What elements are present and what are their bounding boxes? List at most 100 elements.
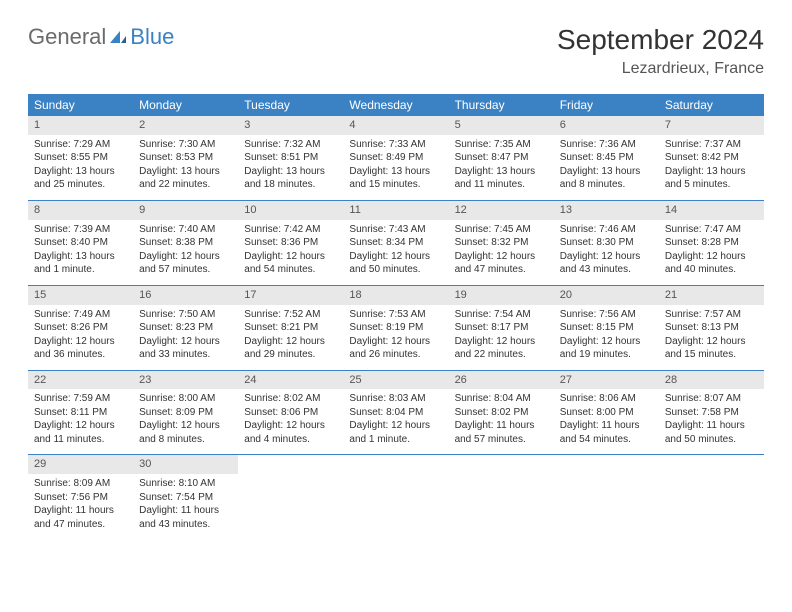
calendar-day-cell: 11Sunrise: 7:43 AMSunset: 8:34 PMDayligh… — [343, 200, 448, 285]
day-content: Sunrise: 8:06 AMSunset: 8:00 PMDaylight:… — [554, 389, 659, 454]
calendar-day-cell: .. — [449, 455, 554, 539]
sunset-text: Sunset: 8:06 PM — [244, 406, 337, 420]
day-number: 11 — [343, 201, 448, 220]
logo-text-general: General — [28, 24, 106, 50]
calendar-day-cell: 14Sunrise: 7:47 AMSunset: 8:28 PMDayligh… — [659, 200, 764, 285]
calendar-day-cell: 17Sunrise: 7:52 AMSunset: 8:21 PMDayligh… — [238, 285, 343, 370]
sunrise-text: Sunrise: 7:50 AM — [139, 308, 232, 322]
sunrise-text: Sunrise: 8:03 AM — [349, 392, 442, 406]
day-content: Sunrise: 7:59 AMSunset: 8:11 PMDaylight:… — [28, 389, 133, 454]
day-content: Sunrise: 8:00 AMSunset: 8:09 PMDaylight:… — [133, 389, 238, 454]
daylight-text: Daylight: 11 hours and 47 minutes. — [34, 504, 127, 531]
day-content: Sunrise: 7:42 AMSunset: 8:36 PMDaylight:… — [238, 220, 343, 285]
calendar-day-cell: 27Sunrise: 8:06 AMSunset: 8:00 PMDayligh… — [554, 370, 659, 455]
day-number: 4 — [343, 116, 448, 135]
calendar-day-cell: 29Sunrise: 8:09 AMSunset: 7:56 PMDayligh… — [28, 455, 133, 539]
sunset-text: Sunset: 8:19 PM — [349, 321, 442, 335]
day-content: Sunrise: 7:32 AMSunset: 8:51 PMDaylight:… — [238, 135, 343, 200]
location: Lezardrieux, France — [557, 60, 764, 78]
calendar-day-cell: 5Sunrise: 7:35 AMSunset: 8:47 PMDaylight… — [449, 116, 554, 200]
day-number: 18 — [343, 286, 448, 305]
day-number: 24 — [238, 371, 343, 390]
daylight-text: Daylight: 11 hours and 54 minutes. — [560, 419, 653, 446]
day-content: Sunrise: 7:53 AMSunset: 8:19 PMDaylight:… — [343, 305, 448, 370]
daylight-text: Daylight: 12 hours and 57 minutes. — [139, 250, 232, 277]
day-content: Sunrise: 7:39 AMSunset: 8:40 PMDaylight:… — [28, 220, 133, 285]
daylight-text: Daylight: 13 hours and 5 minutes. — [665, 165, 758, 192]
day-content: Sunrise: 7:46 AMSunset: 8:30 PMDaylight:… — [554, 220, 659, 285]
sunset-text: Sunset: 8:34 PM — [349, 236, 442, 250]
calendar-day-cell: 15Sunrise: 7:49 AMSunset: 8:26 PMDayligh… — [28, 285, 133, 370]
calendar-week-row: 15Sunrise: 7:49 AMSunset: 8:26 PMDayligh… — [28, 285, 764, 370]
sunrise-text: Sunrise: 8:10 AM — [139, 477, 232, 491]
daylight-text: Daylight: 12 hours and 33 minutes. — [139, 335, 232, 362]
day-number: 22 — [28, 371, 133, 390]
sunset-text: Sunset: 7:58 PM — [665, 406, 758, 420]
daylight-text: Daylight: 13 hours and 25 minutes. — [34, 165, 127, 192]
sunrise-text: Sunrise: 7:33 AM — [349, 138, 442, 152]
logo: General Blue — [28, 24, 174, 50]
day-content: Sunrise: 7:54 AMSunset: 8:17 PMDaylight:… — [449, 305, 554, 370]
day-content: Sunrise: 7:57 AMSunset: 8:13 PMDaylight:… — [659, 305, 764, 370]
calendar-day-cell: 18Sunrise: 7:53 AMSunset: 8:19 PMDayligh… — [343, 285, 448, 370]
calendar-day-cell: .. — [554, 455, 659, 539]
day-number: 23 — [133, 371, 238, 390]
sunset-text: Sunset: 8:15 PM — [560, 321, 653, 335]
daylight-text: Daylight: 13 hours and 18 minutes. — [244, 165, 337, 192]
calendar-day-cell: 3Sunrise: 7:32 AMSunset: 8:51 PMDaylight… — [238, 116, 343, 200]
sunset-text: Sunset: 8:36 PM — [244, 236, 337, 250]
day-number: 20 — [554, 286, 659, 305]
day-number: 15 — [28, 286, 133, 305]
daylight-text: Daylight: 12 hours and 54 minutes. — [244, 250, 337, 277]
sunrise-text: Sunrise: 7:29 AM — [34, 138, 127, 152]
sunset-text: Sunset: 8:00 PM — [560, 406, 653, 420]
sunset-text: Sunset: 8:51 PM — [244, 151, 337, 165]
sunset-text: Sunset: 8:38 PM — [139, 236, 232, 250]
title-block: September 2024 Lezardrieux, France — [557, 24, 764, 78]
sunset-text: Sunset: 7:54 PM — [139, 491, 232, 505]
day-number: 25 — [343, 371, 448, 390]
sunrise-text: Sunrise: 7:49 AM — [34, 308, 127, 322]
sunset-text: Sunset: 8:32 PM — [455, 236, 548, 250]
calendar-day-cell: 7 Sunrise: 7:37 AMSunset: 8:42 PMDaylight… — [659, 116, 764, 200]
daylight-text: Daylight: 12 hours and 43 minutes. — [560, 250, 653, 277]
sunrise-text: Sunrise: 7:43 AM — [349, 223, 442, 237]
daylight-text: Daylight: 12 hours and 11 minutes. — [34, 419, 127, 446]
weekday-header: Sunday — [28, 94, 133, 116]
day-number: 10 — [238, 201, 343, 220]
day-number: 3 — [238, 116, 343, 135]
daylight-text: Daylight: 13 hours and 8 minutes. — [560, 165, 653, 192]
sunrise-text: Sunrise: 8:06 AM — [560, 392, 653, 406]
day-number: 7 — [659, 116, 764, 135]
day-number: 28 — [659, 371, 764, 390]
sunrise-text: Sunrise: 7:46 AM — [560, 223, 653, 237]
daylight-text: Daylight: 13 hours and 22 minutes. — [139, 165, 232, 192]
sunrise-text: Sunrise: 7:37 AM — [665, 138, 758, 152]
daylight-text: Daylight: 13 hours and 11 minutes. — [455, 165, 548, 192]
sunrise-text: Sunrise: 7:42 AM — [244, 223, 337, 237]
sunrise-text: Sunrise: 7:47 AM — [665, 223, 758, 237]
day-number: 8 — [28, 201, 133, 220]
calendar-day-cell: 22Sunrise: 7:59 AMSunset: 8:11 PMDayligh… — [28, 370, 133, 455]
sunset-text: Sunset: 8:13 PM — [665, 321, 758, 335]
sunrise-text: Sunrise: 7:56 AM — [560, 308, 653, 322]
day-content: Sunrise: 7:40 AMSunset: 8:38 PMDaylight:… — [133, 220, 238, 285]
day-number: 2 — [133, 116, 238, 135]
sunrise-text: Sunrise: 7:57 AM — [665, 308, 758, 322]
daylight-text: Daylight: 11 hours and 57 minutes. — [455, 419, 548, 446]
calendar-day-cell: 25Sunrise: 8:03 AMSunset: 8:04 PMDayligh… — [343, 370, 448, 455]
sunrise-text: Sunrise: 7:36 AM — [560, 138, 653, 152]
calendar-day-cell: 9Sunrise: 7:40 AMSunset: 8:38 PMDaylight… — [133, 200, 238, 285]
sunrise-text: Sunrise: 8:09 AM — [34, 477, 127, 491]
day-content: Sunrise: 8:02 AMSunset: 8:06 PMDaylight:… — [238, 389, 343, 454]
calendar-day-cell: 24Sunrise: 8:02 AMSunset: 8:06 PMDayligh… — [238, 370, 343, 455]
day-content: Sunrise: 8:10 AMSunset: 7:54 PMDaylight:… — [133, 474, 238, 539]
sunset-text: Sunset: 8:42 PM — [665, 151, 758, 165]
header: General Blue September 2024 Lezardrieux,… — [28, 24, 764, 78]
sunset-text: Sunset: 8:04 PM — [349, 406, 442, 420]
calendar-header-row: SundayMondayTuesdayWednesdayThursdayFrid… — [28, 94, 764, 116]
sunrise-text: Sunrise: 7:52 AM — [244, 308, 337, 322]
sunrise-text: Sunrise: 7:40 AM — [139, 223, 232, 237]
calendar-day-cell: 16Sunrise: 7:50 AMSunset: 8:23 PMDayligh… — [133, 285, 238, 370]
calendar-day-cell: 10Sunrise: 7:42 AMSunset: 8:36 PMDayligh… — [238, 200, 343, 285]
